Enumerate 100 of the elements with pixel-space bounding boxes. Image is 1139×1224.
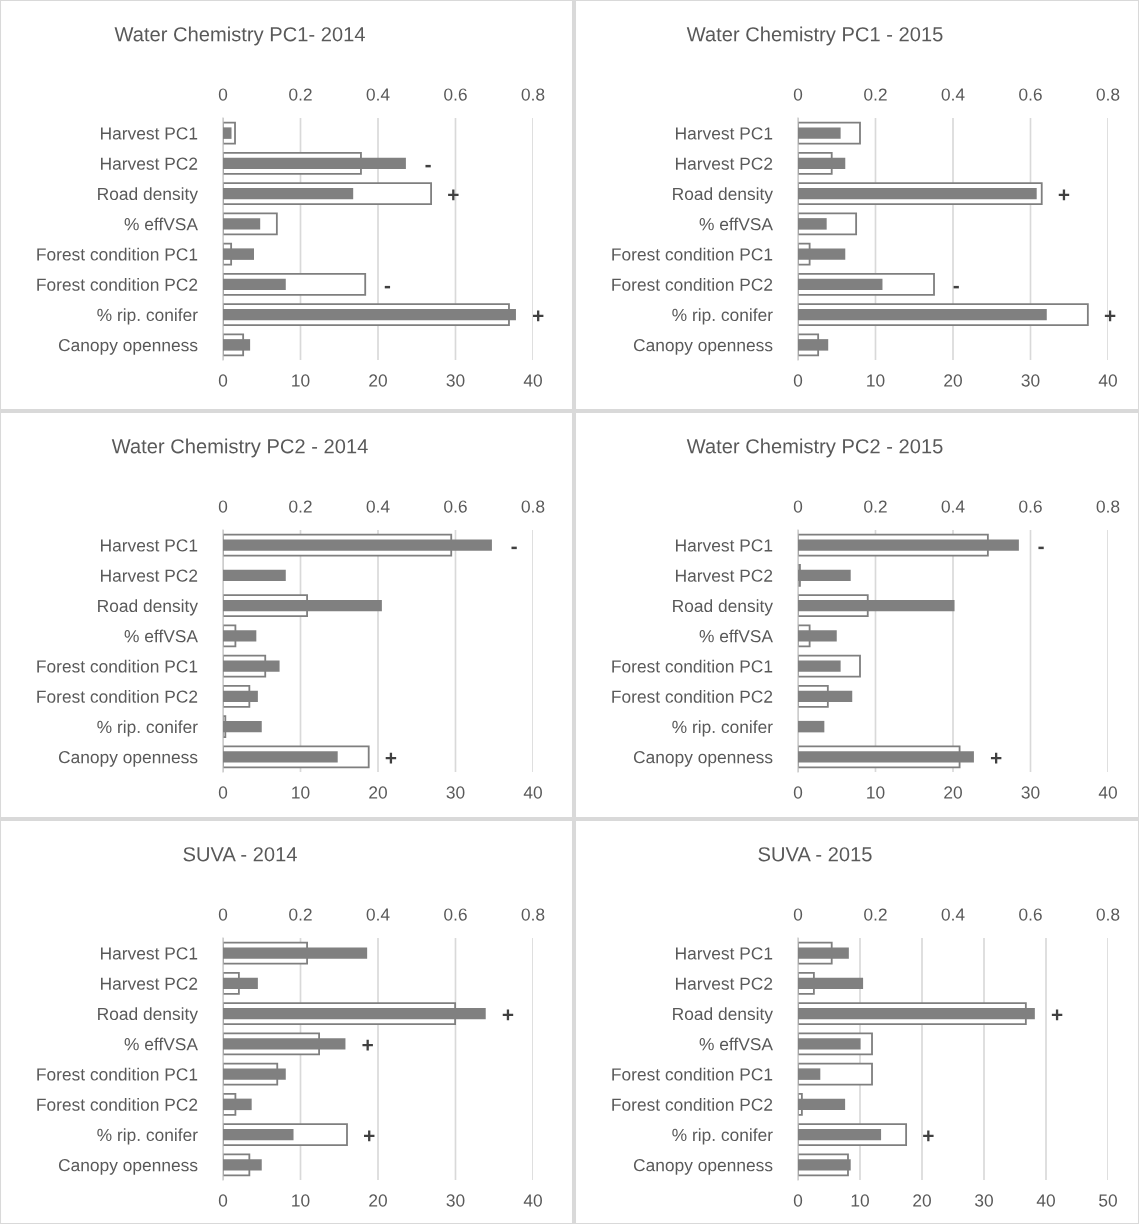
x-tick-label: 30 bbox=[975, 1194, 993, 1207]
y-tick-label: % effVSA bbox=[699, 629, 773, 643]
data-label: - bbox=[953, 285, 959, 289]
y-tick-label: Harvest PC1 bbox=[676, 539, 773, 552]
x2-tick-label: 0.6 bbox=[444, 500, 467, 513]
chart-title: SUVA - 2015 bbox=[758, 847, 872, 862]
y-tick-label: Harvest PC1 bbox=[101, 539, 198, 552]
y-tick-label: % rip. conifer bbox=[672, 720, 773, 737]
y-tick-label: % effVSA bbox=[699, 1037, 773, 1051]
x-tick-label: 10 bbox=[292, 786, 310, 799]
x2-tick-label: 0.8 bbox=[1096, 500, 1120, 513]
x2-tick-label: 0.2 bbox=[864, 908, 887, 921]
x2-tick-label: 0.4 bbox=[366, 500, 390, 513]
x-tick-label: 40 bbox=[523, 374, 542, 387]
chart-title: Water Chemistry PC2 - 2014 bbox=[111, 438, 368, 458]
y-tick-label: Forest condition PC1 bbox=[612, 659, 773, 673]
y-tick-label: Road density bbox=[673, 187, 773, 204]
chart-title: Water Chemistry PC2 - 2015 bbox=[686, 438, 943, 458]
x2-tick-label: 0.2 bbox=[289, 88, 312, 101]
data-label: - bbox=[1038, 546, 1044, 550]
y-tick-label: Forest condition PC2 bbox=[612, 1098, 773, 1111]
x2-tick-label: 0 bbox=[793, 500, 803, 513]
y-tick-label: Forest condition PC2 bbox=[37, 1098, 198, 1111]
x2-tick-label: 0.4 bbox=[366, 908, 390, 921]
x-tick-label: 20 bbox=[369, 374, 387, 387]
x-tick-label: 0 bbox=[218, 786, 228, 799]
x-tick-label: 0 bbox=[793, 1194, 803, 1207]
x2-tick-label: 0.4 bbox=[941, 500, 965, 513]
x-tick-label: 40 bbox=[1036, 1194, 1055, 1207]
x2-tick-label: 0.8 bbox=[521, 88, 545, 101]
y-tick-label: Forest condition PC2 bbox=[37, 278, 198, 291]
x-tick-label: 20 bbox=[944, 786, 962, 799]
x2-tick-label: 0 bbox=[218, 500, 228, 513]
x-tick-label: 40 bbox=[523, 1194, 542, 1207]
x-tick-label: 40 bbox=[1098, 786, 1117, 799]
y-tick-label: Road density bbox=[98, 187, 198, 204]
y-tick-label: Canopy openness bbox=[58, 339, 198, 355]
y-tick-label: Canopy openness bbox=[633, 1159, 773, 1175]
x2-tick-label: 0.4 bbox=[366, 88, 390, 101]
x2-tick-label: 0.4 bbox=[941, 88, 965, 101]
x-tick-label: 20 bbox=[369, 786, 387, 799]
y-tick-label: Canopy openness bbox=[58, 1159, 198, 1175]
x2-tick-label: 0.6 bbox=[1019, 500, 1042, 513]
y-tick-label: Forest condition PC1 bbox=[612, 247, 773, 261]
y-tick-label: Harvest PC1 bbox=[101, 947, 198, 960]
x-tick-label: 50 bbox=[1099, 1194, 1117, 1207]
data-label: + bbox=[364, 1130, 375, 1142]
data-label: - bbox=[511, 546, 517, 550]
y-tick-label: Harvest PC2 bbox=[101, 569, 198, 582]
data-label: + bbox=[362, 1039, 373, 1051]
x-tick-label: 30 bbox=[446, 786, 465, 799]
y-tick-label: Canopy openness bbox=[633, 751, 773, 767]
y-tick-label: % rip. conifer bbox=[97, 308, 198, 325]
x2-tick-label: 0.6 bbox=[1019, 88, 1042, 101]
x-tick-label: 20 bbox=[369, 1194, 387, 1207]
x-tick-label: 0 bbox=[218, 1194, 228, 1207]
chart-title: Water Chemistry PC1- 2014 bbox=[114, 26, 365, 46]
y-tick-label: Harvest PC2 bbox=[676, 157, 773, 170]
x2-tick-label: 0.2 bbox=[289, 500, 312, 513]
y-tick-label: Harvest PC2 bbox=[676, 569, 773, 582]
x-tick-label: 0 bbox=[793, 374, 803, 387]
y-tick-label: % effVSA bbox=[699, 217, 773, 231]
x2-tick-label: 0.8 bbox=[1096, 88, 1120, 101]
x2-tick-label: 0.8 bbox=[1096, 908, 1120, 921]
x-tick-label: 20 bbox=[913, 1194, 931, 1207]
y-tick-label: Canopy openness bbox=[633, 339, 773, 355]
x2-tick-label: 0.6 bbox=[444, 908, 467, 921]
x-tick-label: 30 bbox=[446, 374, 465, 387]
chart-title: Water Chemistry PC1 - 2015 bbox=[686, 26, 943, 46]
x-tick-label: 30 bbox=[1021, 374, 1040, 387]
y-tick-label: % effVSA bbox=[124, 217, 198, 231]
data-label: + bbox=[990, 752, 1002, 764]
x-tick-label: 40 bbox=[1098, 374, 1117, 387]
data-label: + bbox=[502, 1009, 514, 1021]
x2-tick-label: 0 bbox=[793, 88, 803, 101]
y-tick-label: Forest condition PC1 bbox=[612, 1067, 773, 1081]
y-tick-label: Harvest PC1 bbox=[676, 127, 773, 140]
y-tick-label: Forest condition PC2 bbox=[612, 278, 773, 291]
data-label: + bbox=[1051, 1009, 1063, 1021]
x2-tick-label: 0.2 bbox=[289, 908, 312, 921]
x-tick-label: 10 bbox=[292, 374, 310, 387]
x-tick-label: 10 bbox=[292, 1194, 310, 1207]
x2-tick-label: 0.8 bbox=[521, 500, 545, 513]
y-tick-label: Harvest PC1 bbox=[676, 947, 773, 960]
y-tick-label: % rip. conifer bbox=[97, 1128, 198, 1145]
x2-tick-label: 0 bbox=[793, 908, 803, 921]
x2-tick-label: 0.6 bbox=[1019, 908, 1042, 921]
x-tick-label: 0 bbox=[218, 374, 228, 387]
chart-title: SUVA - 2014 bbox=[183, 847, 297, 862]
data-label: + bbox=[448, 189, 459, 201]
y-tick-label: Harvest PC2 bbox=[101, 157, 198, 170]
data-label: - bbox=[425, 164, 431, 168]
data-label: - bbox=[384, 285, 391, 289]
x2-tick-label: 0.8 bbox=[521, 908, 545, 921]
y-tick-label: Forest condition PC1 bbox=[37, 1067, 198, 1081]
x-tick-label: 30 bbox=[446, 1194, 465, 1207]
x2-tick-label: 0.6 bbox=[444, 88, 467, 101]
x-tick-label: 0 bbox=[793, 786, 803, 799]
data-label: + bbox=[385, 752, 397, 764]
y-tick-label: Canopy openness bbox=[58, 751, 198, 767]
